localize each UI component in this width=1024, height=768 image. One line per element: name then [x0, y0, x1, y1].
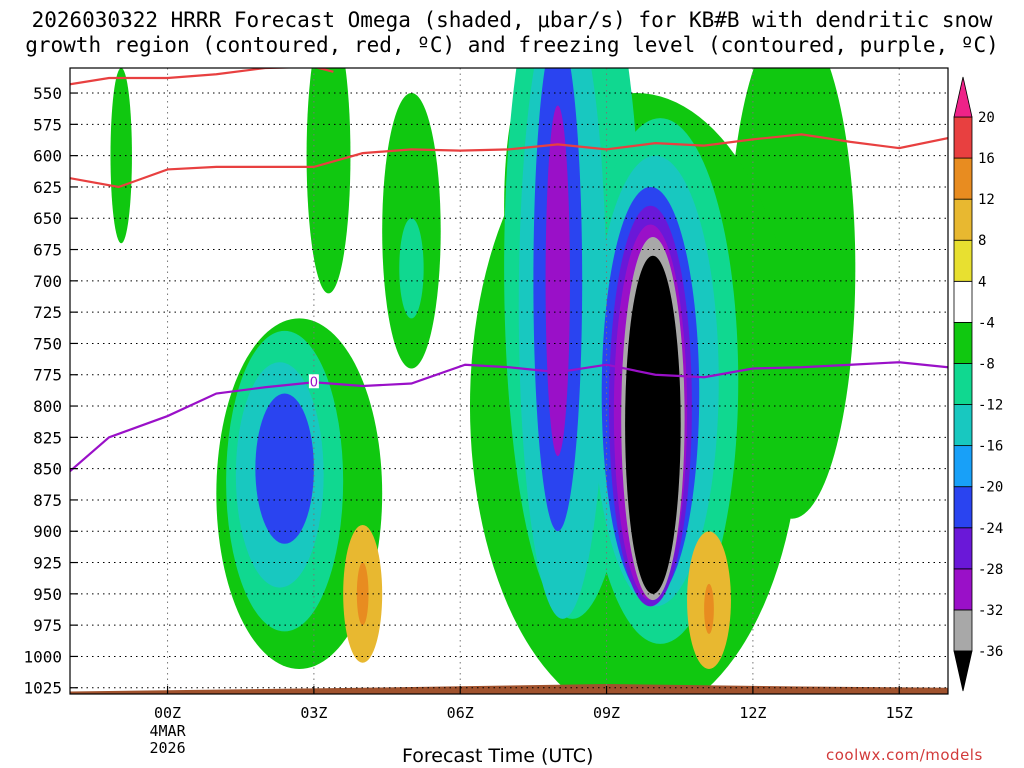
colorbar-swatch — [953, 157, 973, 200]
colorbar-swatch — [953, 609, 973, 652]
colorbar-swatch — [953, 280, 973, 323]
dgz-upper-contour — [70, 68, 334, 86]
downward-1100z-core — [704, 583, 714, 634]
terrain — [70, 683, 948, 694]
y-tick-label: 600 — [33, 147, 62, 166]
y-tick-label: 750 — [33, 334, 62, 353]
y-tick-label: 875 — [33, 491, 62, 510]
plot-gridlines — [70, 68, 948, 694]
colorbar-tick-label: -32 — [978, 603, 1003, 619]
colorbar-tick-label: -12 — [978, 398, 1003, 414]
x-tick-label: 06Z — [447, 704, 474, 722]
x-tick-label: 15Z — [886, 704, 913, 722]
colorbar: -36 -32 -28 -24 -20 -16 -12 -8 -4 4 8 12 16 20 — [953, 76, 1003, 692]
contour-lines: 0 — [70, 68, 948, 472]
y-tick-label: 1000 — [23, 647, 62, 666]
plot-frame — [69, 67, 949, 695]
colorbar-tick-label: 20 — [978, 110, 995, 126]
colorbar-swatch — [953, 116, 973, 159]
dgz-lower-contour — [70, 133, 948, 189]
colorbar-swatch — [953, 198, 973, 241]
upward-column-0830z-purple — [545, 105, 570, 457]
y-tick-label: 625 — [33, 178, 62, 197]
x-date-label: 4MAR — [149, 722, 186, 740]
weak-upward-left-narrow — [110, 68, 132, 244]
y-tick-label: 700 — [33, 272, 62, 291]
y-tick-label: 825 — [33, 428, 62, 447]
y-tick-label: 950 — [33, 585, 62, 604]
colorbar-tick-label: -16 — [978, 439, 1003, 455]
colorbar-tick-label: -8 — [978, 356, 995, 372]
x-tick-label: 09Z — [593, 704, 620, 722]
colorbar-swatch — [953, 404, 973, 447]
colorbar-swatch — [953, 321, 973, 364]
y-tick-label: 725 — [33, 303, 62, 322]
colorbar-tick-label: -28 — [978, 562, 1003, 578]
x-axis-label: Forecast Time (UTC) — [402, 745, 594, 767]
y-tick-label: 675 — [33, 241, 62, 260]
colorbar-tick-label: 16 — [978, 151, 995, 167]
y-tick-label: 550 — [33, 84, 62, 103]
freezing-label-bg — [308, 374, 319, 389]
chart-title-line-2: growth region (contoured, red, ºC) and f… — [25, 33, 999, 57]
y-tick-label: 900 — [33, 522, 62, 541]
x-tick-label: 00Z — [154, 704, 181, 722]
colorbar-swatch — [953, 445, 973, 488]
freezing-level-label: 0 — [310, 375, 318, 390]
colorbar-swatch — [953, 239, 973, 282]
chart-title-line-1: 2026030322 HRRR Forecast Omega (shaded, … — [31, 8, 993, 32]
y-tick-label: 850 — [33, 460, 62, 479]
colorbar-swatch — [953, 363, 973, 405]
x-date-label: 2026 — [149, 739, 185, 757]
weak-upward-left-mid-teal — [399, 218, 424, 319]
colorbar-swatch — [953, 527, 973, 570]
y-tick-label: 925 — [33, 554, 62, 573]
colorbar-low-arrow — [953, 650, 973, 692]
y-tick-label: 775 — [33, 366, 62, 385]
freezing-level-contour — [70, 361, 948, 472]
colorbar-tick-label: -36 — [978, 644, 1003, 660]
x-tick-label: 03Z — [300, 704, 327, 722]
y-tick-label: 650 — [33, 209, 62, 228]
credit-link[interactable]: coolwx.com/models — [826, 746, 983, 764]
y-tick-label: 975 — [33, 616, 62, 635]
y-axis: 550 575 600 625 650 675 700 725 750 775 800 825 850 8… — [23, 84, 78, 698]
colorbar-tick-label: 12 — [978, 192, 995, 208]
x-tick-label: 12Z — [739, 704, 766, 722]
colorbar-tick-label: 4 — [978, 274, 986, 290]
colorbar-tick-label: -4 — [978, 315, 995, 331]
y-tick-label: 800 — [33, 397, 62, 416]
colorbar-swatch — [953, 486, 973, 529]
colorbar-high-arrow — [953, 76, 973, 118]
colorbar-swatch — [953, 568, 973, 611]
colorbar-tick-label: -20 — [978, 480, 1003, 496]
y-tick-label: 575 — [33, 115, 62, 134]
y-tick-label: 1025 — [23, 679, 62, 698]
colorbar-tick-label: -24 — [978, 521, 1003, 537]
colorbar-tick-label: 8 — [978, 233, 986, 249]
strongest-upward-1000z-black — [625, 255, 681, 594]
